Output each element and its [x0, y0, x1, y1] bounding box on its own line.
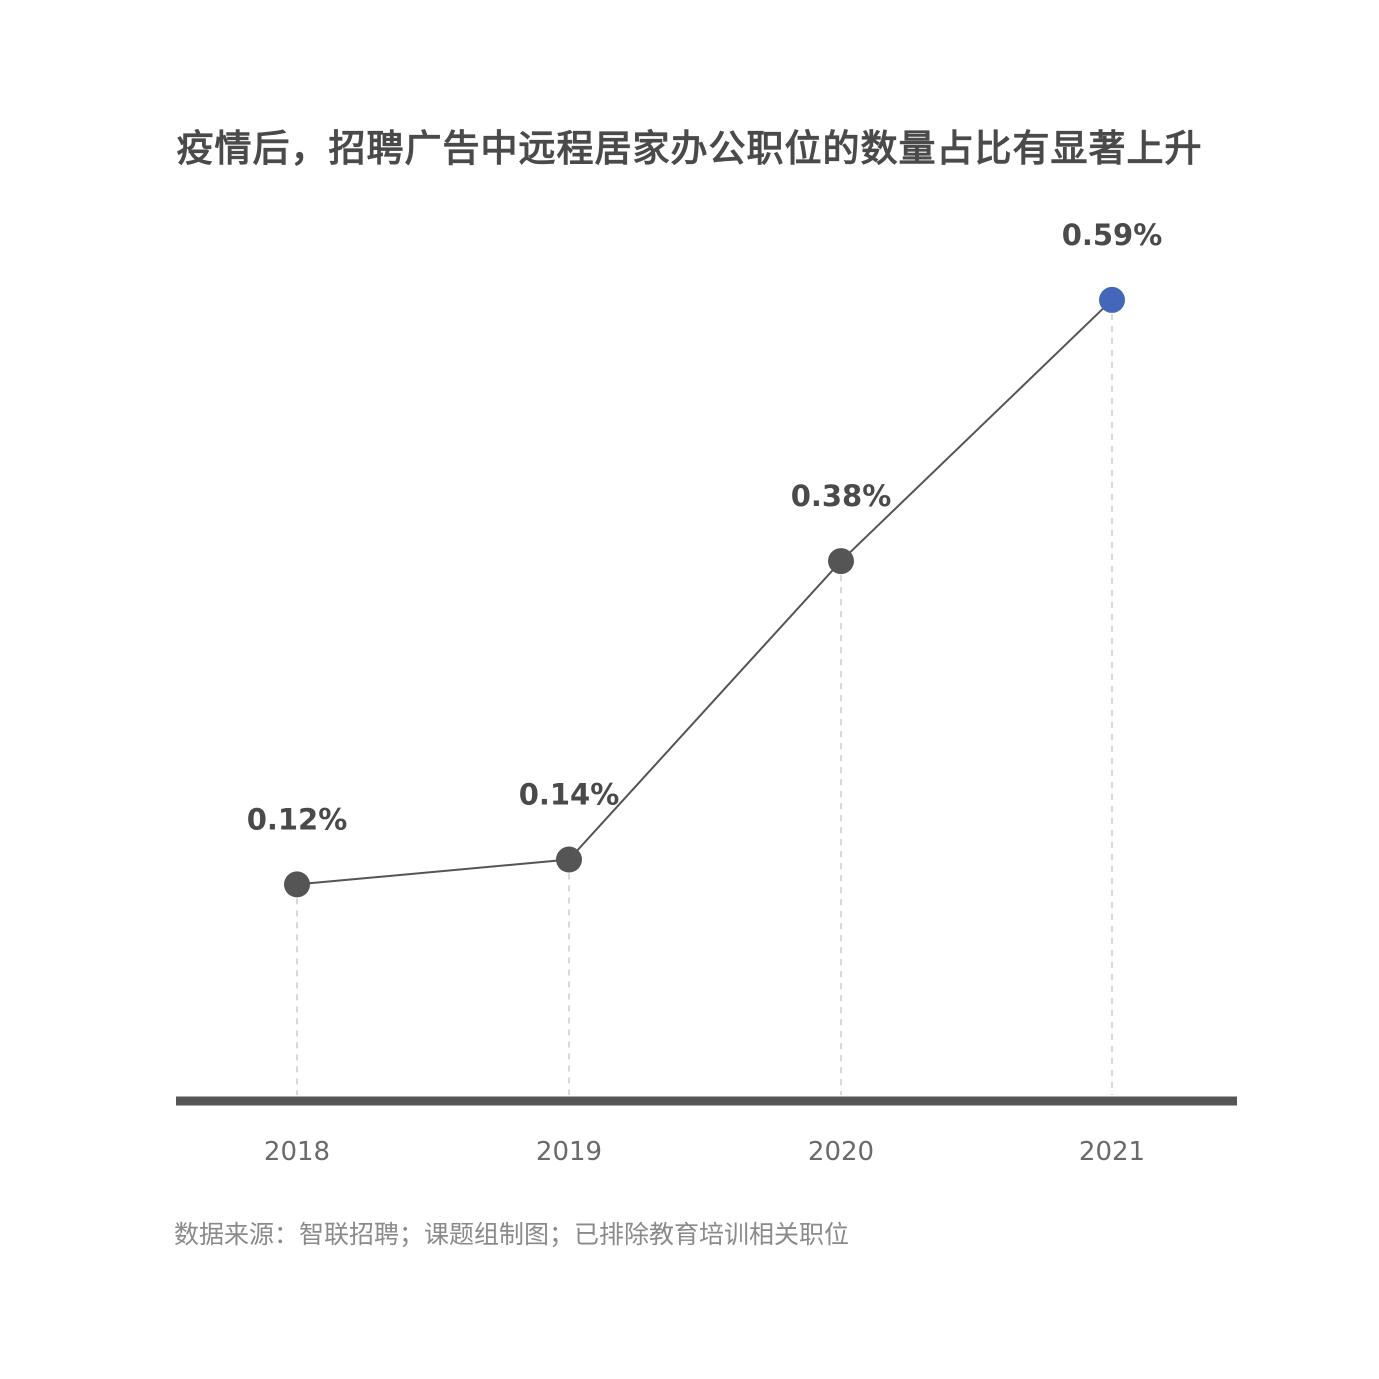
series-line	[296, 299, 1113, 886]
data-point-2021	[1099, 286, 1125, 313]
data-labels: 0.12% 0.14% 0.38% 0.59%	[247, 218, 1163, 836]
data-points	[284, 286, 1125, 898]
data-point-2020	[828, 548, 854, 575]
data-label-2020: 0.38%	[791, 479, 892, 513]
data-point-2018	[284, 871, 310, 898]
data-label-2019: 0.14%	[519, 778, 620, 812]
x-tick-2019: 2019	[536, 1137, 602, 1167]
guide-lines	[296, 313, 1113, 1095]
x-tick-2018: 2018	[264, 1137, 330, 1167]
x-tick-labels: 2018 2019 2020 2021	[264, 1137, 1145, 1167]
chart-source: 数据来源：智联招聘；课题组制图；已排除教育培训相关职位	[174, 1220, 850, 1249]
data-label-2018: 0.12%	[247, 802, 348, 836]
data-point-2019	[556, 846, 582, 873]
x-tick-2021: 2021	[1079, 1137, 1145, 1167]
chart-title: 疫情后，招聘广告中远程居家办公职位的数量占比有显著上升	[176, 127, 1203, 170]
x-tick-2020: 2020	[808, 1137, 874, 1167]
data-label-2021: 0.59%	[1062, 218, 1163, 252]
